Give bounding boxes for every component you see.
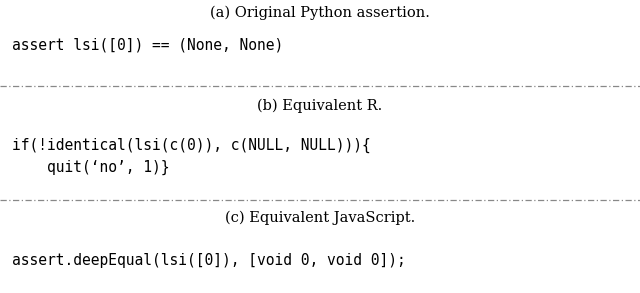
Text: (c) Equivalent JavaScript.: (c) Equivalent JavaScript.: [225, 211, 415, 225]
Text: assert lsi([0]) == (None, None): assert lsi([0]) == (None, None): [12, 38, 283, 53]
Text: assert.deepEqual(lsi([0]), [void 0, void 0]);: assert.deepEqual(lsi([0]), [void 0, void…: [12, 253, 405, 268]
Text: (b) Equivalent R.: (b) Equivalent R.: [257, 99, 383, 113]
Text: quit(‘no’, 1)}: quit(‘no’, 1)}: [12, 160, 169, 176]
Text: if(!identical(lsi(c(0)), c(NULL, NULL))){: if(!identical(lsi(c(0)), c(NULL, NULL)))…: [12, 137, 371, 153]
Text: (a) Original Python assertion.: (a) Original Python assertion.: [210, 6, 430, 20]
